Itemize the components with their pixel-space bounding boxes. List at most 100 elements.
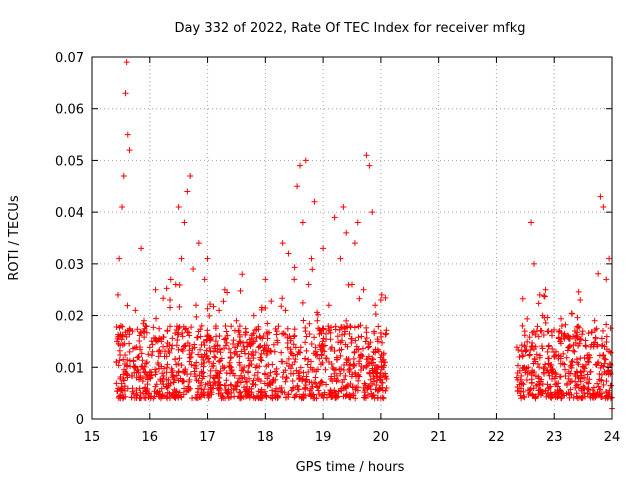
data-point bbox=[295, 386, 302, 393]
data-point bbox=[170, 379, 177, 386]
data-point bbox=[581, 354, 588, 361]
data-point bbox=[256, 394, 263, 401]
data-point bbox=[206, 391, 213, 398]
data-point bbox=[513, 374, 520, 381]
data-point bbox=[598, 362, 605, 369]
data-point bbox=[194, 389, 201, 396]
data-point bbox=[182, 366, 189, 373]
data-point bbox=[595, 270, 602, 277]
data-point bbox=[268, 298, 275, 305]
data-point bbox=[603, 321, 610, 328]
data-point bbox=[279, 295, 286, 302]
data-point bbox=[331, 214, 338, 221]
data-point bbox=[337, 255, 344, 262]
data-point bbox=[123, 333, 130, 340]
data-point bbox=[316, 383, 323, 390]
data-point bbox=[121, 340, 128, 347]
data-point bbox=[258, 304, 265, 311]
data-point bbox=[315, 387, 322, 394]
data-point bbox=[572, 373, 579, 380]
data-point bbox=[164, 339, 171, 346]
data-point bbox=[579, 331, 586, 338]
data-point bbox=[349, 383, 356, 390]
data-point bbox=[558, 393, 565, 400]
data-point bbox=[355, 334, 362, 341]
data-point bbox=[314, 309, 321, 316]
data-point bbox=[565, 344, 572, 351]
data-point bbox=[207, 372, 214, 379]
data-point bbox=[383, 375, 390, 382]
data-point bbox=[607, 349, 614, 356]
data-point bbox=[581, 375, 588, 382]
data-point bbox=[168, 345, 175, 352]
data-point bbox=[261, 380, 268, 387]
data-point bbox=[346, 330, 353, 337]
data-point bbox=[363, 335, 370, 342]
data-point bbox=[582, 361, 589, 368]
data-point bbox=[584, 379, 591, 386]
data-point bbox=[587, 368, 594, 375]
x-tick-label: 16 bbox=[142, 430, 159, 445]
data-point bbox=[140, 327, 147, 334]
data-point bbox=[555, 355, 562, 362]
data-point bbox=[279, 240, 286, 247]
data-point bbox=[362, 381, 369, 388]
x-tick-labels: 15 16 17 18 19 20 21 22 23 24 bbox=[84, 430, 621, 445]
data-point bbox=[558, 322, 565, 329]
data-point bbox=[594, 343, 601, 350]
data-point bbox=[169, 335, 176, 342]
data-point bbox=[558, 340, 565, 347]
data-point bbox=[585, 359, 592, 366]
data-point bbox=[260, 333, 267, 340]
data-point bbox=[325, 302, 332, 309]
data-point bbox=[515, 346, 522, 353]
data-point bbox=[258, 350, 265, 357]
data-point bbox=[116, 255, 123, 262]
data-point bbox=[113, 380, 120, 387]
data-point bbox=[304, 361, 311, 368]
data-point bbox=[526, 352, 533, 359]
data-point bbox=[126, 348, 133, 355]
data-point bbox=[574, 381, 581, 388]
data-point bbox=[350, 361, 357, 368]
data-point bbox=[603, 339, 610, 346]
data-point bbox=[322, 366, 329, 373]
data-point bbox=[137, 372, 144, 379]
data-point bbox=[370, 369, 377, 376]
data-point bbox=[553, 380, 560, 387]
data-point bbox=[314, 317, 321, 324]
data-point bbox=[521, 343, 528, 350]
data-point bbox=[378, 351, 385, 358]
x-tick-label: 19 bbox=[315, 430, 332, 445]
data-point bbox=[534, 323, 541, 330]
data-point bbox=[221, 336, 228, 343]
data-point bbox=[343, 317, 350, 324]
data-point bbox=[331, 348, 338, 355]
data-point bbox=[290, 341, 297, 348]
data-point bbox=[159, 391, 166, 398]
data-point bbox=[290, 370, 297, 377]
data-point bbox=[221, 364, 228, 371]
data-point bbox=[354, 219, 361, 226]
data-point bbox=[312, 344, 319, 351]
data-point bbox=[287, 348, 294, 355]
data-point bbox=[357, 354, 364, 361]
data-point bbox=[146, 368, 153, 375]
data-point bbox=[143, 329, 150, 336]
data-point bbox=[577, 378, 584, 385]
data-point bbox=[117, 392, 124, 399]
data-point bbox=[573, 332, 580, 339]
data-point bbox=[335, 388, 342, 395]
data-point bbox=[255, 323, 262, 330]
data-point bbox=[551, 353, 558, 360]
data-point bbox=[237, 389, 244, 396]
data-point bbox=[608, 382, 615, 389]
data-point bbox=[195, 351, 202, 358]
data-point bbox=[193, 313, 200, 320]
x-axis-label: GPS time / hours bbox=[296, 460, 405, 475]
data-point bbox=[372, 302, 379, 309]
data-point bbox=[515, 362, 522, 369]
data-point bbox=[568, 364, 575, 371]
data-point bbox=[222, 322, 229, 329]
data-point bbox=[518, 372, 525, 379]
